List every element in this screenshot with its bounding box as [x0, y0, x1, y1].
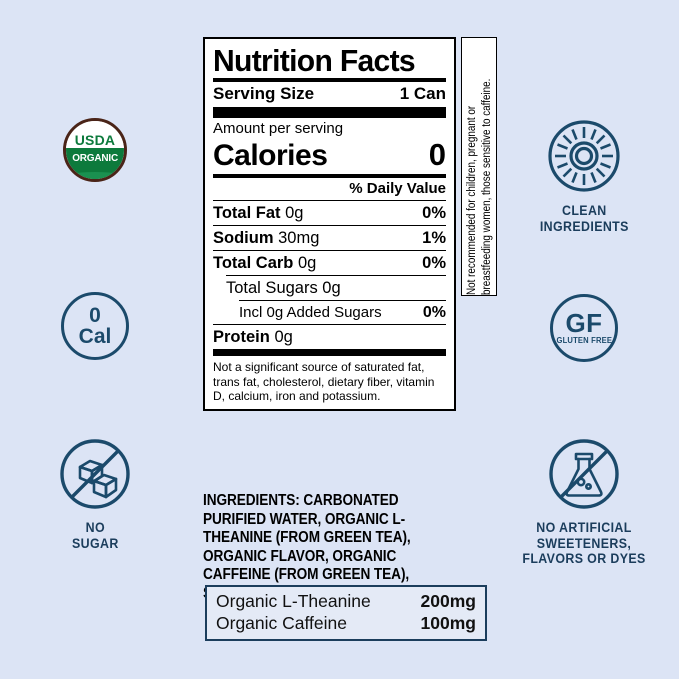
calories-label: Calories — [213, 139, 328, 172]
protein-amount: 0g — [274, 327, 293, 346]
supplement-amount-caffeine: 100mg — [420, 613, 476, 633]
divider-above-sodium — [213, 225, 446, 226]
total-carb-amount: 0g — [297, 253, 317, 272]
sodium-amount: 30mg — [278, 228, 320, 247]
total-fat-name: Total Fat — [213, 203, 281, 222]
total-carb-label: Total Carb 0g — [213, 254, 316, 273]
no-artificial-flask-icon — [549, 439, 619, 509]
added-sugars-text: Incl 0g Added Sugars — [239, 303, 382, 321]
table-row: Protein 0g — [213, 325, 446, 349]
nutrition-facts-panel: Nutrition Facts Serving Size 1 Can Amoun… — [203, 37, 456, 411]
supplement-name-l-theanine: Organic L-Theanine — [216, 591, 371, 611]
no-artificial-caption-line-1: NO ARTIFICIAL — [536, 520, 632, 535]
badge-zero-cal: 0 Cal — [0, 292, 190, 360]
badge-clean-ingredients: CLEAN INGREDIENTS — [489, 118, 679, 234]
supplement-row: Organic L-Theanine 200mg — [216, 590, 476, 612]
supplement-row: Organic Caffeine 100mg — [216, 612, 476, 634]
total-fat-label: Total Fat 0g — [213, 204, 303, 223]
zero-cal-circle-icon: 0 Cal — [61, 292, 129, 360]
clean-ingredients-caption-line-2: INGREDIENTS — [539, 218, 629, 234]
usda-seal-top-half: USDA — [66, 121, 124, 149]
table-row: Total Fat 0g 0% — [213, 201, 446, 225]
no-artificial-caption-line-2: SWEETENERS, — [536, 535, 632, 551]
calories-value: 0 — [428, 137, 446, 172]
added-sugars-dv: 0% — [422, 303, 446, 321]
protein-label: Protein 0g — [213, 328, 293, 347]
usda-seal-usda-text: USDA — [74, 132, 116, 149]
badge-no-artificial: NO ARTIFICIAL SWEETENERS, FLAVORS OR DYE… — [489, 437, 679, 567]
badge-usda-organic: ORGANIC USDA — [0, 118, 190, 182]
serving-size-value: 1 Can — [399, 84, 446, 103]
total-fat-dv: 0% — [422, 203, 446, 222]
no-sugar-icon — [60, 439, 130, 509]
caution-line-1: Not recommended for children, pregnant o… — [466, 105, 478, 295]
clean-ingredients-caption: CLEAN INGREDIENTS — [540, 203, 629, 234]
divider-above-protein — [213, 324, 446, 325]
supplement-amount-l-theanine: 200mg — [420, 591, 476, 611]
badge-no-sugar: NO SUGAR — [0, 437, 190, 551]
caffeine-caution-box: Not recommended for children, pregnant o… — [461, 37, 497, 296]
table-row: Total Carb 0g 0% — [213, 251, 446, 275]
sodium-label: Sodium 30mg — [213, 229, 319, 248]
supplement-name-caffeine: Organic Caffeine — [216, 613, 348, 633]
no-sugar-caption-line-2: SUGAR — [71, 535, 119, 551]
usda-seal-organic-text: ORGANIC — [72, 152, 118, 165]
protein-name: Protein — [213, 327, 270, 346]
divider-above-added-sugars — [239, 300, 446, 301]
gluten-free-label: GLUTEN FREE — [556, 336, 612, 345]
total-sugars-text: Total Sugars 0g — [226, 278, 341, 297]
badge-gluten-free: GF GLUTEN FREE — [489, 294, 679, 362]
sodium-dv: 1% — [422, 228, 446, 247]
nutrition-footnote: Not a significant source of saturated fa… — [213, 360, 435, 403]
no-sugar-caption-line-1: NO — [85, 520, 105, 535]
left-badge-column: ORGANIC USDA 0 Cal NO — [0, 0, 190, 679]
no-artificial-caption-line-3: FLAVORS OR DYES — [522, 551, 646, 566]
gluten-free-circle-icon: GF GLUTEN FREE — [550, 294, 618, 362]
total-carb-name: Total Carb — [213, 253, 294, 272]
sun-burst-icon — [548, 120, 620, 192]
usda-organic-seal: ORGANIC USDA — [63, 118, 127, 182]
divider-thick-1 — [213, 107, 446, 118]
caution-line-2: breastfeeding women, those sensitive to … — [481, 78, 493, 295]
total-carb-dv: 0% — [422, 253, 446, 272]
clean-ingredients-caption-line-1: CLEAN — [561, 203, 607, 218]
table-row: Incl 0g Added Sugars 0% — [213, 301, 446, 324]
calories-row: Calories 0 — [213, 137, 446, 174]
divider-above-total-fat — [213, 200, 446, 201]
daily-value-header: % Daily Value — [349, 180, 446, 197]
total-fat-amount: 0g — [285, 203, 304, 222]
gluten-free-abbrev: GF — [565, 308, 603, 338]
sodium-name: Sodium — [213, 228, 274, 247]
usda-seal-bottom-half: ORGANIC — [66, 148, 124, 179]
serving-size-label: Serving Size — [213, 84, 315, 103]
no-sugar-caption: NO SUGAR — [72, 520, 119, 551]
divider-under-title — [213, 78, 446, 82]
divider-under-calories — [213, 174, 446, 178]
divider-above-total-sugars — [226, 275, 446, 276]
amount-per-serving-label: Amount per serving — [213, 120, 344, 137]
no-artificial-caption: NO ARTIFICIAL SWEETENERS, FLAVORS OR DYE… — [522, 520, 645, 567]
table-row: Total Sugars 0g — [213, 276, 446, 300]
serving-size-row: Serving Size 1 Can — [213, 82, 446, 107]
usda-seal-arc — [66, 171, 124, 179]
divider-above-total-carb — [213, 250, 446, 251]
zero-cal-unit: Cal — [78, 324, 112, 348]
supplement-panel: Organic L-Theanine 200mg Organic Caffein… — [205, 585, 487, 641]
right-badge-column: CLEAN INGREDIENTS GF GLUTEN FREE NO ARTI… — [489, 0, 679, 679]
zero-cal-number: 0 — [89, 303, 101, 327]
table-row: Sodium 30mg 1% — [213, 226, 446, 250]
caffeine-caution-text: Not recommended for children, pregnant o… — [462, 38, 496, 295]
nutrition-facts-title: Nutrition Facts — [213, 43, 416, 78]
divider-thick-2 — [213, 349, 446, 356]
